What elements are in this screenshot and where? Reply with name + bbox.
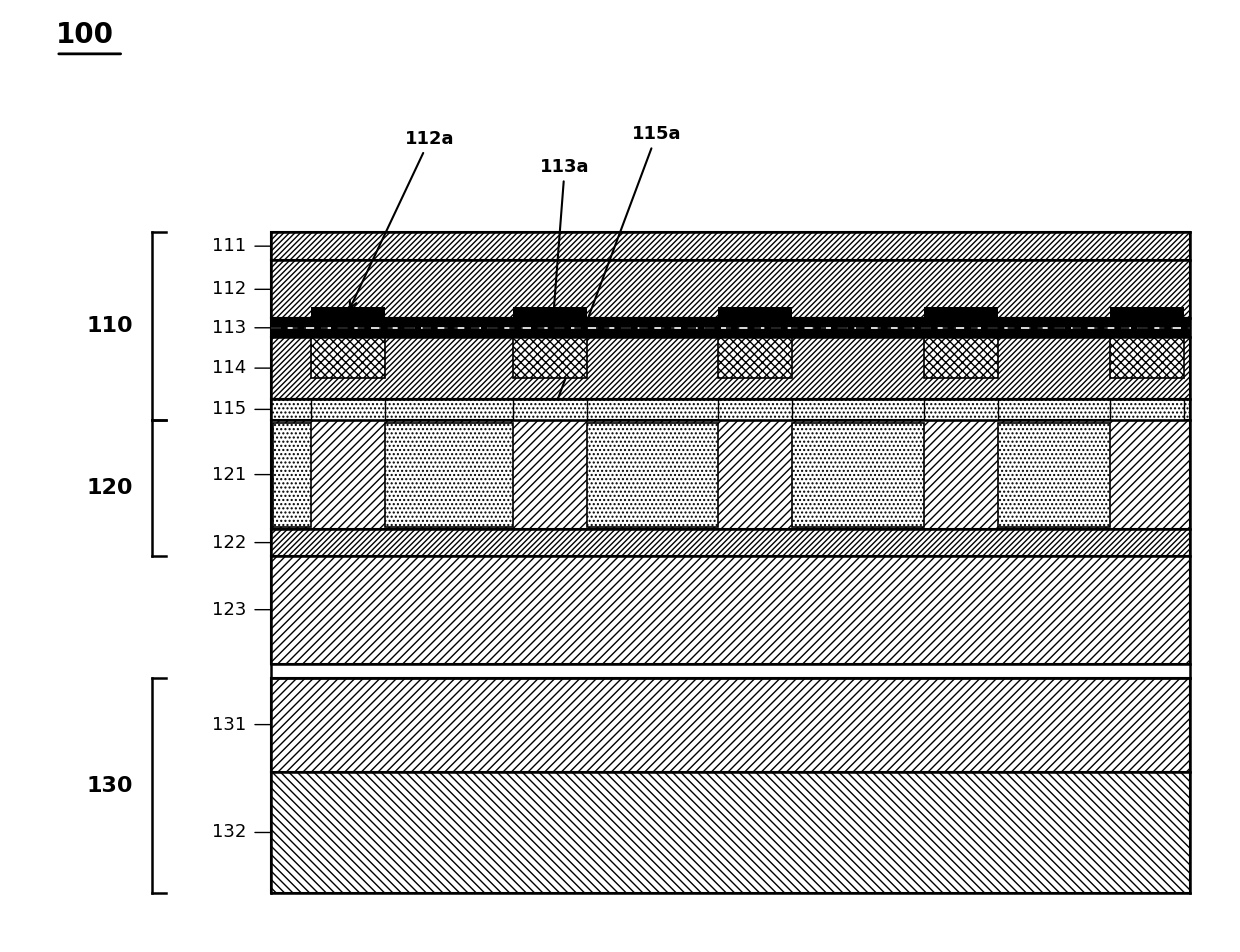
Text: 120: 120 bbox=[87, 478, 133, 498]
Bar bbox=[270, 771, 1190, 894]
Text: 131: 131 bbox=[212, 716, 246, 734]
Bar bbox=[270, 318, 1190, 337]
Text: 132: 132 bbox=[212, 823, 246, 842]
Bar bbox=[311, 399, 384, 420]
Text: 110: 110 bbox=[87, 316, 133, 336]
Bar bbox=[718, 337, 791, 379]
Bar bbox=[270, 399, 1190, 420]
Bar bbox=[924, 307, 998, 318]
Bar bbox=[1111, 307, 1184, 318]
Text: 112a: 112a bbox=[350, 129, 455, 308]
Text: 115a: 115a bbox=[551, 125, 682, 415]
Bar bbox=[924, 318, 998, 337]
Bar bbox=[718, 318, 791, 337]
Text: 123: 123 bbox=[212, 601, 246, 619]
Bar bbox=[513, 307, 587, 318]
Bar bbox=[924, 337, 998, 379]
Bar bbox=[270, 232, 1190, 260]
Bar bbox=[1111, 337, 1184, 379]
Text: 100: 100 bbox=[56, 21, 114, 50]
Bar bbox=[924, 399, 998, 420]
Bar bbox=[718, 307, 791, 318]
Bar bbox=[270, 260, 1190, 318]
Bar bbox=[311, 318, 384, 337]
Text: 114: 114 bbox=[212, 359, 246, 377]
Text: 130: 130 bbox=[87, 776, 133, 796]
Bar bbox=[311, 307, 384, 318]
Bar bbox=[513, 318, 587, 337]
Text: 121: 121 bbox=[212, 466, 246, 484]
Bar bbox=[1111, 318, 1184, 337]
Text: 113: 113 bbox=[212, 319, 246, 337]
Bar bbox=[513, 337, 587, 379]
Bar bbox=[998, 423, 1111, 526]
Text: 122: 122 bbox=[212, 534, 246, 551]
Bar bbox=[270, 556, 1190, 664]
Bar bbox=[270, 529, 1190, 556]
Bar bbox=[270, 678, 1190, 771]
Text: 111: 111 bbox=[212, 237, 246, 255]
Bar bbox=[384, 423, 513, 526]
Bar bbox=[270, 337, 1190, 399]
Text: 115: 115 bbox=[212, 401, 246, 418]
Bar bbox=[1111, 399, 1184, 420]
Bar bbox=[791, 423, 924, 526]
Bar bbox=[270, 420, 1190, 529]
Text: 113a: 113a bbox=[541, 158, 589, 352]
Bar bbox=[311, 337, 384, 379]
Bar bbox=[587, 423, 718, 526]
Text: 112: 112 bbox=[212, 280, 246, 298]
Bar bbox=[273, 423, 311, 526]
Bar bbox=[718, 399, 791, 420]
Bar bbox=[513, 399, 587, 420]
